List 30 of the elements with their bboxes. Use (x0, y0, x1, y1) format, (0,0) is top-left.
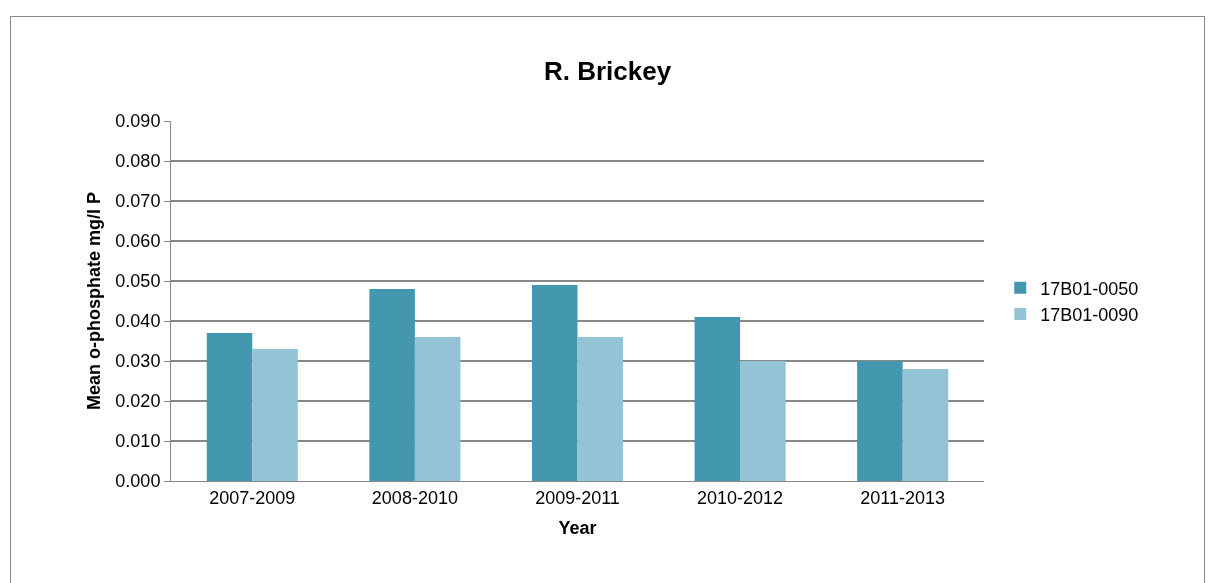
x-tick-label: 2007-2009 (209, 487, 296, 508)
bar (252, 349, 298, 481)
bar (577, 337, 624, 481)
y-tick-label: 0.070 (115, 191, 161, 212)
chart-title: R. Brickey (543, 56, 672, 86)
y-tick-label: 0.060 (115, 231, 161, 252)
y-tick-label: 0.090 (115, 111, 161, 132)
bar (206, 333, 253, 481)
x-tick-label: 2011-2013 (860, 487, 946, 508)
y-tick-label: 0.010 (115, 431, 161, 452)
y-tick-label: 0.080 (115, 151, 161, 172)
y-tick-label: 0.050 (115, 271, 161, 292)
bar (531, 285, 578, 481)
bar (902, 369, 949, 481)
y-tick-label: 0.030 (115, 351, 161, 372)
bar (694, 317, 741, 481)
bar (369, 289, 415, 481)
y-axis-title: Mean o-phosphate mg/l P (83, 191, 104, 411)
legend-label: 17B01-0050 (1040, 278, 1139, 299)
x-axis-title: Year (558, 517, 597, 538)
x-tick-label: 2008-2010 (371, 487, 458, 508)
y-tick-label: 0.040 (115, 311, 161, 332)
bar (740, 361, 786, 481)
y-tick-label: 0.000 (115, 471, 161, 492)
x-tick-label: 2009-2011 (535, 487, 620, 508)
x-tick-label: 2010-2012 (697, 487, 784, 508)
bar (414, 337, 461, 481)
bar (857, 361, 903, 481)
y-tick-label: 0.020 (115, 391, 161, 412)
legend-label: 17B01-0090 (1040, 305, 1139, 326)
